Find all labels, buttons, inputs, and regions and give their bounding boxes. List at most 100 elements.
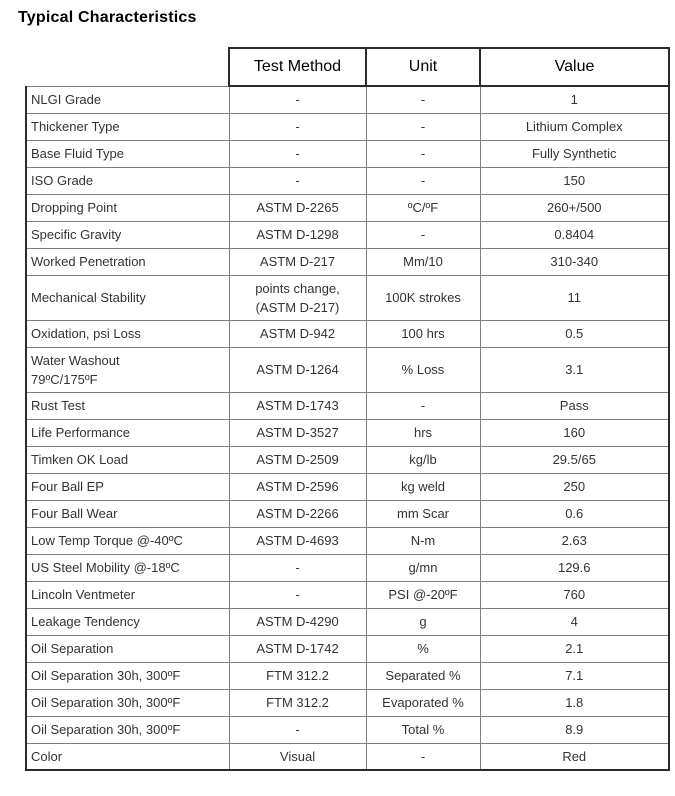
unit-cell: Separated %: [365, 661, 481, 690]
method-cell: ASTM D-2509: [228, 445, 367, 474]
method-cell: ASTM D-4290: [228, 607, 367, 636]
value-cell: 29.5/65: [479, 445, 670, 474]
method-cell: ASTM D-4693: [228, 526, 367, 555]
value-cell: 2.63: [479, 526, 670, 555]
value-cell: 0.5: [479, 319, 670, 348]
method-cell: -: [228, 715, 367, 744]
table-row: Worked Penetration ASTM D-217 Mm/10 310-…: [25, 247, 670, 276]
method-cell: -: [228, 112, 367, 141]
property-cell: ISO Grade: [25, 166, 230, 195]
table-row: Mechanical Stability points change, (AST…: [25, 274, 670, 321]
header-cell-blank: [26, 48, 229, 86]
table-row: Timken OK Load ASTM D-2509 kg/lb 29.5/65: [25, 445, 670, 474]
table-row: Oil Separation 30h, 300ºF FTM 312.2 Sepa…: [25, 661, 670, 690]
property-cell: Timken OK Load: [25, 445, 230, 474]
table-body: NLGI Grade - - 1 Thickener Type - - Lith…: [25, 85, 670, 771]
table-row: US Steel Mobility @-18ºC - g/mn 129.6: [25, 553, 670, 582]
unit-cell: -: [365, 166, 481, 195]
table-row: Oil Separation ASTM D-1742 % 2.1: [25, 634, 670, 663]
unit-cell: g/mn: [365, 553, 481, 582]
property-cell: Four Ball Wear: [25, 499, 230, 528]
property-cell: Color: [25, 742, 230, 771]
property-cell: Lincoln Ventmeter: [25, 580, 230, 609]
value-cell: Lithium Complex: [479, 112, 670, 141]
unit-cell: kg/lb: [365, 445, 481, 474]
method-cell: FTM 312.2: [228, 661, 367, 690]
unit-cell: -: [365, 742, 481, 771]
value-cell: 150: [479, 166, 670, 195]
header-cell-unit: Unit: [365, 47, 481, 87]
method-cell: ASTM D-217: [228, 247, 367, 276]
table-row: Thickener Type - - Lithium Complex: [25, 112, 670, 141]
value-cell: 760: [479, 580, 670, 609]
method-cell: ASTM D-2266: [228, 499, 367, 528]
table-row: NLGI Grade - - 1: [25, 85, 670, 114]
property-cell: Mechanical Stability: [25, 274, 230, 321]
method-cell: -: [228, 139, 367, 168]
table-header: Test Method Unit Value: [26, 47, 670, 87]
method-cell: FTM 312.2: [228, 688, 367, 717]
unit-cell: %: [365, 634, 481, 663]
method-cell: ASTM D-3527: [228, 418, 367, 447]
value-cell: 1.8: [479, 688, 670, 717]
value-cell: 250: [479, 472, 670, 501]
property-cell: NLGI Grade: [25, 85, 230, 114]
property-cell: Oil Separation 30h, 300ºF: [25, 661, 230, 690]
datasheet-page: Typical Characteristics Test Method Unit…: [0, 9, 675, 771]
unit-cell: Total %: [365, 715, 481, 744]
unit-cell: Evaporated %: [365, 688, 481, 717]
characteristics-table: Test Method Unit Value NLGI Grade - - 1 …: [25, 47, 670, 771]
unit-cell: ºC/ºF: [365, 193, 481, 222]
property-cell: Rust Test: [25, 391, 230, 420]
method-cell: -: [228, 166, 367, 195]
unit-cell: -: [365, 112, 481, 141]
value-cell: 129.6: [479, 553, 670, 582]
method-cell: ASTM D-942: [228, 319, 367, 348]
method-cell: Visual: [228, 742, 367, 771]
property-cell: Low Temp Torque @-40ºC: [25, 526, 230, 555]
unit-cell: -: [365, 85, 481, 114]
unit-cell: % Loss: [365, 346, 481, 393]
method-cell: ASTM D-1743: [228, 391, 367, 420]
unit-cell: g: [365, 607, 481, 636]
method-cell: -: [228, 85, 367, 114]
method-cell: ASTM D-2596: [228, 472, 367, 501]
table-row: Four Ball EP ASTM D-2596 kg weld 250: [25, 472, 670, 501]
property-cell: Worked Penetration: [25, 247, 230, 276]
header-cell-value: Value: [479, 47, 670, 87]
method-cell: points change, (ASTM D-217): [228, 274, 367, 321]
table-row: Oil Separation 30h, 300ºF FTM 312.2 Evap…: [25, 688, 670, 717]
property-cell: Specific Gravity: [25, 220, 230, 249]
property-cell: Water Washout 79ºC/175ºF: [25, 346, 230, 393]
table-row: Specific Gravity ASTM D-1298 - 0.8404: [25, 220, 670, 249]
value-cell: 310-340: [479, 247, 670, 276]
method-cell: ASTM D-1298: [228, 220, 367, 249]
table-row: Leakage Tendency ASTM D-4290 g 4: [25, 607, 670, 636]
value-cell: 2.1: [479, 634, 670, 663]
value-cell: 11: [479, 274, 670, 321]
property-cell: Oil Separation 30h, 300ºF: [25, 715, 230, 744]
table-row: Low Temp Torque @-40ºC ASTM D-4693 N-m 2…: [25, 526, 670, 555]
value-cell: 7.1: [479, 661, 670, 690]
table-row: Water Washout 79ºC/175ºF ASTM D-1264 % L…: [25, 346, 670, 393]
unit-cell: 100 hrs: [365, 319, 481, 348]
method-cell: ASTM D-1264: [228, 346, 367, 393]
value-cell: 8.9: [479, 715, 670, 744]
property-cell: Thickener Type: [25, 112, 230, 141]
property-cell: Dropping Point: [25, 193, 230, 222]
unit-cell: hrs: [365, 418, 481, 447]
unit-cell: kg weld: [365, 472, 481, 501]
value-cell: Red: [479, 742, 670, 771]
value-cell: 3.1: [479, 346, 670, 393]
property-cell: Oil Separation 30h, 300ºF: [25, 688, 230, 717]
property-cell: Oxidation, psi Loss: [25, 319, 230, 348]
table-row: Lincoln Ventmeter - PSI @-20ºF 760: [25, 580, 670, 609]
unit-cell: -: [365, 139, 481, 168]
value-cell: 160: [479, 418, 670, 447]
value-cell: 1: [479, 85, 670, 114]
unit-cell: -: [365, 220, 481, 249]
value-cell: 260+/500: [479, 193, 670, 222]
table-row: Base Fluid Type - - Fully Synthetic: [25, 139, 670, 168]
property-cell: Life Performance: [25, 418, 230, 447]
unit-cell: mm Scar: [365, 499, 481, 528]
